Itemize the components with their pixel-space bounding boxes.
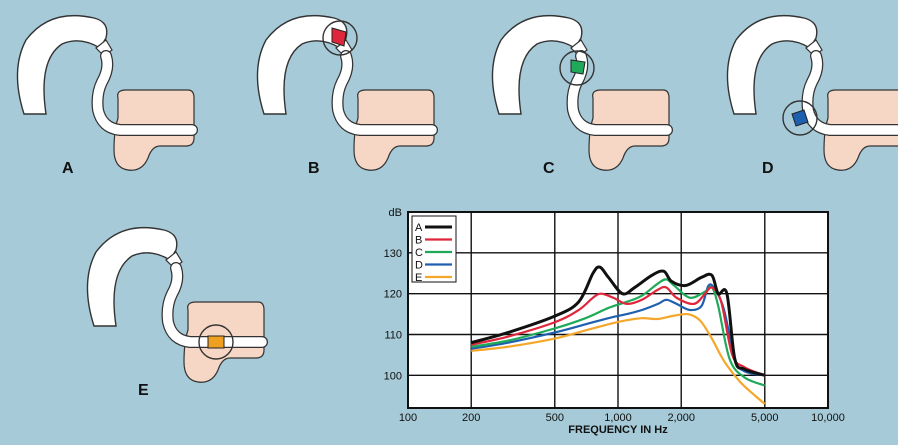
y-tick-label: 110: [384, 330, 402, 342]
tube-fill: [802, 51, 898, 135]
x-tick-label: 10,000: [811, 412, 845, 424]
series-line-c: [471, 278, 766, 387]
highlight-circle: [782, 100, 818, 136]
highlight-marker: [331, 27, 347, 47]
legend-label-b: B: [415, 235, 422, 247]
legend-label-d: D: [415, 260, 423, 272]
panel-label-c: C: [543, 160, 555, 177]
y-axis-label: dB: [389, 207, 402, 219]
hearing-aid-body: [16, 14, 108, 115]
series-line-e: [471, 312, 766, 405]
hearing-aid-illustrations: A B C DE: [16, 14, 898, 399]
highlight-marker: [791, 109, 809, 127]
panel-label-b: B: [308, 160, 320, 177]
x-tick-label: 100: [399, 412, 417, 424]
y-tick-label: 130: [384, 248, 402, 260]
x-tick-label: 200: [462, 412, 480, 424]
legend-label-a: A: [415, 222, 423, 234]
tube-fill: [332, 51, 437, 135]
legend-label-e: E: [415, 272, 422, 284]
panel-label-d: D: [762, 160, 774, 177]
series-line-d: [471, 283, 765, 377]
chart-series: [470, 265, 766, 405]
x-tick-label: 2,000: [667, 412, 695, 424]
panel-label-e: E: [138, 382, 149, 399]
hearing-aid-body: [726, 14, 818, 115]
series-line-a: [470, 265, 766, 377]
hearing-aid-b: [256, 14, 438, 171]
series-line-b: [470, 285, 766, 377]
hearing-aid-e: [86, 226, 268, 383]
hearing-aid-a: [16, 14, 198, 171]
highlight-marker: [570, 59, 586, 75]
highlight-circle: [559, 50, 595, 86]
hearing-aid-d: [726, 14, 898, 171]
chart-grid: [408, 212, 828, 408]
chart-ticks: 100 200 500 1,000 2,000 5,000 10,000 100 110 120 1…: [384, 248, 845, 424]
x-tick-label: 500: [546, 412, 564, 424]
panel-label-a: A: [62, 160, 74, 177]
x-tick-label: 1,000: [604, 412, 632, 424]
hearing-aid-c: [491, 14, 673, 171]
y-tick-label: 120: [384, 289, 402, 301]
tube-fill: [92, 51, 197, 135]
highlight-circle: [198, 324, 234, 360]
y-tick-label: 100: [384, 370, 402, 382]
frequency-response-chart: 100 200 500 1,000 2,000 5,000 10,000 100 110 120 1…: [384, 207, 845, 436]
highlight-circle: [322, 20, 358, 56]
x-axis-label: FREQUENCY IN Hz: [568, 424, 668, 436]
hearing-aid-body: [86, 226, 178, 327]
tube-fill: [162, 263, 267, 347]
highlight-marker: [207, 335, 225, 349]
hearing-aid-body: [491, 14, 583, 115]
legend-label-c: C: [415, 247, 423, 259]
x-tick-label: 5,000: [751, 412, 779, 424]
hearing-aid-body: [256, 14, 348, 115]
